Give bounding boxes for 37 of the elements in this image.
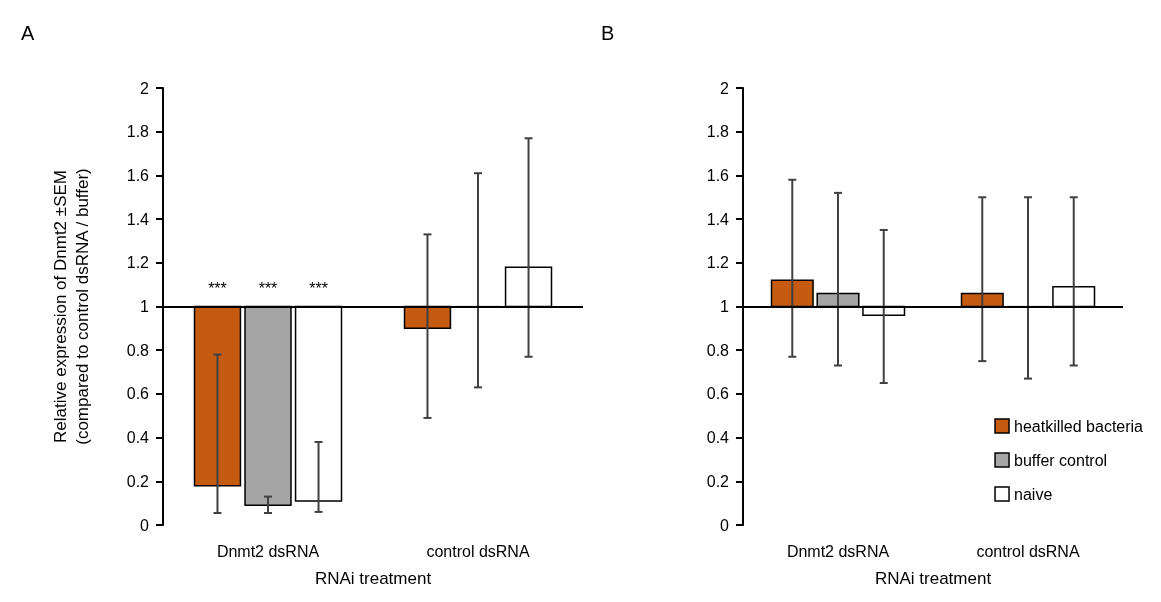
annotation: *** xyxy=(208,280,227,297)
y-tick-label: 0.2 xyxy=(706,472,730,490)
y-tick-label: 1 xyxy=(140,298,150,315)
y-tick-label: 1.6 xyxy=(706,166,730,184)
annotation: *** xyxy=(258,280,278,297)
x-tick-label: control dsRNA xyxy=(426,542,530,560)
legend-label: naive xyxy=(1014,485,1053,503)
y-tick-label: 0 xyxy=(720,516,730,534)
y-tick-label: 2 xyxy=(720,79,730,97)
x-axis-title: RNAi treatment xyxy=(874,569,992,588)
y-tick-label: 0.4 xyxy=(706,429,730,447)
y-tick-label: 1.4 xyxy=(126,210,150,228)
chart-title: A xyxy=(21,22,35,44)
chart-title: B xyxy=(601,22,615,44)
y-tick-label: 1.6 xyxy=(126,166,150,184)
legend-label: buffer control xyxy=(1014,451,1108,469)
x-tick-label: Dnmt2 dsRNA xyxy=(216,542,320,560)
y-tick-label: 1.4 xyxy=(706,210,730,228)
y-axis-title: Relative expression of Dnmt2 ±SEM (compared to control dsRNA / buffer) xyxy=(50,168,92,445)
y-tick-label: 0.2 xyxy=(126,472,150,490)
x-tick-label: control dsRNA xyxy=(976,542,1080,560)
y-tick-label: 1.2 xyxy=(706,254,730,272)
y-tick-label: 1.8 xyxy=(126,123,150,141)
y-tick-label: 1.2 xyxy=(126,254,150,272)
y-tick-label: 1.8 xyxy=(706,123,730,141)
y-tick-label: 0.8 xyxy=(126,341,150,359)
y-tick-label: 0.6 xyxy=(706,385,730,403)
y-tick-label: 0 xyxy=(140,516,150,534)
y-tick-label: 0.8 xyxy=(706,341,730,359)
y-tick-label: 2 xyxy=(140,79,150,97)
y-tick-label: 1 xyxy=(720,298,730,315)
x-tick-label: Dnmt2 dsRNA xyxy=(786,542,890,560)
x-axis-title: RNAi treatment xyxy=(314,569,432,588)
legend-label: heatkilled bacteria xyxy=(1014,417,1144,435)
y-tick-label: 0.6 xyxy=(126,385,150,403)
annotation: *** xyxy=(309,280,328,297)
y-tick-label: 0.4 xyxy=(126,429,150,447)
